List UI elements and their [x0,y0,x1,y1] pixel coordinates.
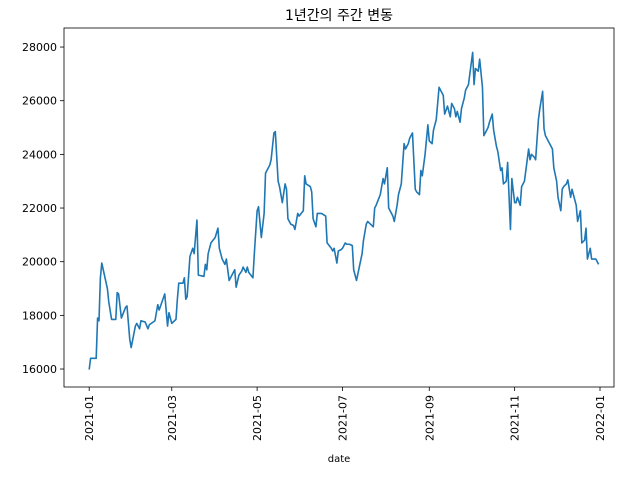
y-tick-label: 24000 [22,148,57,161]
y-tick-label: 16000 [22,363,57,376]
line [88,51,600,370]
x-tick-label: 2022-01 [594,395,607,441]
y-tick-label: 28000 [22,41,57,54]
y-tick-label: 20000 [22,256,57,269]
x-tick-label: 2021-05 [251,395,264,441]
y-tick-label: 18000 [22,309,57,322]
y-tick-label: 26000 [22,95,57,108]
y-tick-label: 22000 [22,202,57,215]
x-tick-label: 2021-03 [166,395,179,441]
x-tick-label: 2021-01 [83,395,96,441]
x-tick-label: 2021-07 [336,395,349,441]
x-axis-label: date [328,454,351,465]
plot-frame [63,27,615,388]
x-tick-label: 2021-11 [509,395,522,441]
x-tick-label: 2021-09 [423,395,436,441]
chart-title: 1년간의 주간 변동 [285,8,393,24]
